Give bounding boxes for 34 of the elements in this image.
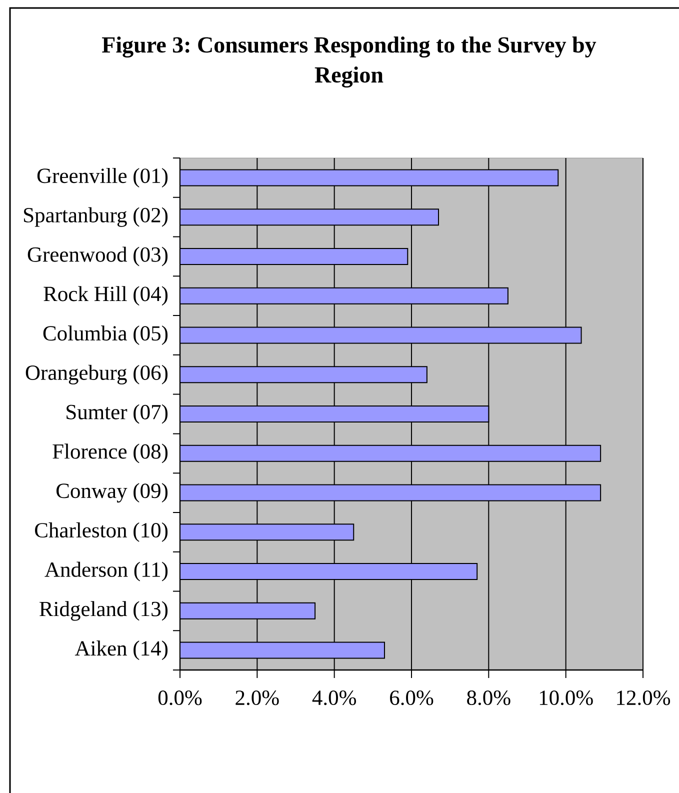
y-tick-label: Florence (08) <box>52 444 168 464</box>
y-tick-label: Ridgeland (13) <box>40 601 168 621</box>
y-tick-label: Columbia (05) <box>43 325 168 345</box>
y-tick-label: Rock Hill (04) <box>44 286 168 306</box>
y-tick-label: Aiken (14) <box>74 640 168 660</box>
bar <box>180 326 582 344</box>
bar <box>180 563 478 580</box>
x-tick-label: 2.0% <box>236 690 279 706</box>
bar <box>180 287 508 304</box>
y-tick-label: Anderson (11) <box>44 562 168 582</box>
chart-title: Figure 3: Consumers Responding to the Survey by Region <box>102 36 596 88</box>
bar <box>180 248 408 265</box>
bar <box>180 444 602 462</box>
bar <box>180 602 316 620</box>
bar <box>180 524 354 541</box>
x-tick-label: 10.0% <box>540 690 593 706</box>
bar <box>180 208 440 226</box>
y-tick-label: Spartanburg (02) <box>24 207 168 227</box>
x-tick-label: 4.0% <box>312 690 356 706</box>
y-tick-label: Charleston (10) <box>35 522 168 542</box>
bar <box>180 169 559 186</box>
bar <box>180 642 385 659</box>
y-tick-label: Conway (09) <box>56 482 168 503</box>
y-tick-label: Greenville (01) <box>37 168 168 188</box>
x-tick-label: 12.0% <box>617 690 670 706</box>
bar <box>180 484 602 502</box>
bar <box>180 405 490 422</box>
y-tick-label: Greenwood (03) <box>28 246 168 266</box>
y-tick-label: Sumter (07) <box>66 404 168 424</box>
x-tick-label: 8.0% <box>467 690 510 706</box>
bar <box>180 366 428 384</box>
y-tick-label: Orangeburg (06) <box>26 364 168 384</box>
x-tick-label: 0.0% <box>158 690 202 706</box>
x-tick-label: 6.0% <box>390 690 434 706</box>
